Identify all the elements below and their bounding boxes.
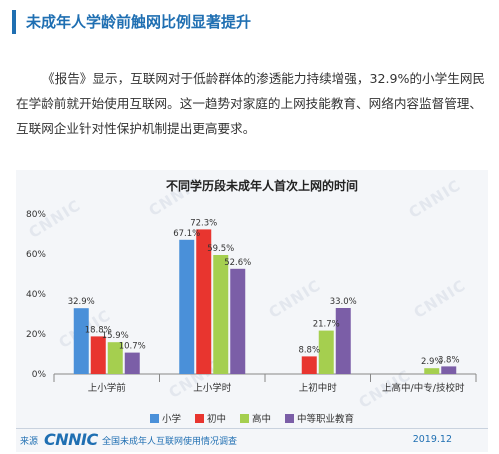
bar-value-label: 52.6%: [224, 258, 251, 268]
bar: [196, 229, 212, 374]
y-tick-label: 20%: [26, 330, 46, 340]
legend-item: 中等职业教育: [285, 411, 354, 425]
legend-label: 初中: [206, 414, 226, 425]
bar-value-label: 3.8%: [438, 355, 460, 365]
legend-swatch: [240, 413, 249, 423]
bar-value-label: 2.9%: [421, 357, 443, 367]
chart-card: CNNIC CNNIC CNNIC CNNIC CNNIC CNNIC CNNI…: [16, 170, 488, 452]
section-title: 未成年人学龄前触网比例显著提升: [26, 13, 252, 31]
y-tick-label: 60%: [26, 250, 46, 260]
legend-label: 中等职业教育: [297, 414, 355, 425]
header-accent-bar: [12, 10, 16, 34]
bar-chart: 不同学历段未成年人首次上网的时间 0% 20% 40% 60% 80% 上小学前 上小学时 上…: [26, 178, 477, 394]
legend-item: 初中: [194, 411, 226, 425]
x-tick-label: 上高中/中专/技校时: [382, 382, 465, 394]
x-tick-label: 上初中时: [299, 382, 338, 394]
bar: [73, 308, 89, 374]
report-date: 2019.12: [412, 434, 452, 445]
bar-value-label: 15.9%: [102, 331, 129, 341]
bar-value-label: 72.3%: [190, 218, 217, 228]
bars: [73, 229, 457, 374]
y-tick-label: 80%: [26, 210, 46, 220]
source-label: 来源: [20, 437, 39, 447]
legend-item: 高中: [240, 411, 271, 425]
y-tick-label: 0%: [32, 370, 47, 380]
bar-value-label: 59.5%: [207, 244, 234, 254]
x-tick-label: 上小学前: [88, 382, 126, 394]
report-name: 全国未成年人互联网使用情况调查: [102, 437, 238, 447]
bar-value-label: 67.1%: [173, 229, 200, 239]
bar-value-label: 10.7%: [119, 342, 146, 352]
legend-swatch: [149, 413, 159, 423]
axes: 0% 20% 40% 60% 80% 上小学前 上小学时 上初中时 上高中/中专/技校时: [26, 210, 477, 394]
bar: [213, 255, 229, 374]
bar: [230, 268, 246, 374]
legend-swatch: [194, 413, 204, 423]
legend-swatch: [285, 413, 295, 423]
bar: [335, 308, 351, 374]
bar: [424, 368, 440, 374]
bar-value-label: 33.0%: [330, 297, 357, 307]
legend-label: 小学: [161, 414, 181, 425]
bar: [179, 239, 195, 374]
chart-footer: 来源 CNNIC 全国未成年人互联网使用情况调查 2019.12: [16, 428, 488, 449]
bar: [90, 336, 106, 374]
bar: [441, 366, 457, 374]
y-tick-label: 40%: [26, 290, 46, 300]
bar-value-label: 21.7%: [313, 320, 340, 330]
data-labels: 32.9% 18.8%15.9%10.7% 67.1%72.3% 59.5% 52.6%…: [68, 218, 460, 367]
section-header: 未成年人学龄前触网比例显著提升: [0, 0, 499, 46]
bar: [107, 342, 123, 374]
bar-value-label: 8.8%: [298, 345, 320, 355]
bar-value-label: 32.9%: [68, 297, 95, 307]
chart-title: 不同学历段未成年人首次上网的时间: [166, 178, 358, 193]
bar: [301, 356, 317, 374]
legend-label: 高中: [252, 414, 272, 425]
bar: [124, 352, 140, 374]
bar: [318, 330, 334, 374]
bar-value-label: 18.8%: [85, 325, 112, 335]
cnnic-logo: CNNIC: [44, 430, 98, 449]
chart-legend: 小学 初中 高中 中等职业教育: [16, 410, 488, 426]
body-paragraph: 《报告》显示，互联网对于低龄群体的渗透能力持续增强，32.9%的小学生网民在学龄…: [16, 71, 486, 136]
legend-item: 小学: [149, 411, 181, 425]
x-tick-label: 上小学时: [193, 382, 232, 394]
